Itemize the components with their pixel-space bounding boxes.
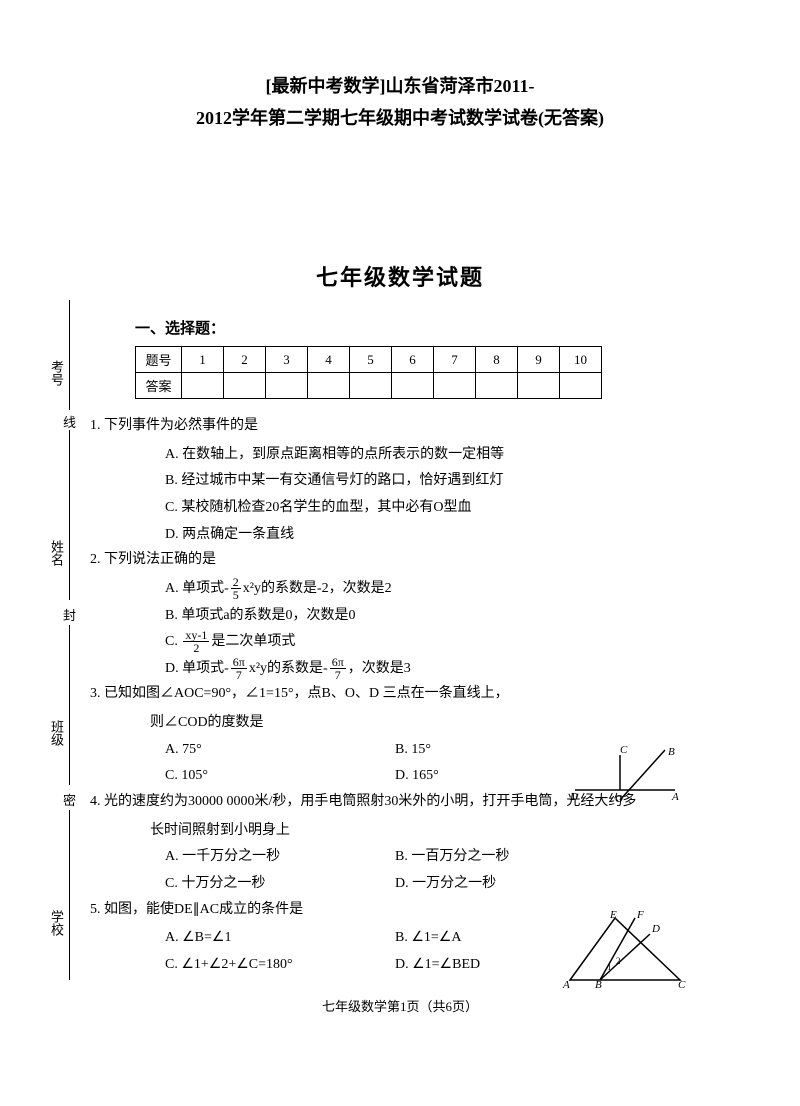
table-row-answer: 答案 xyxy=(136,373,602,399)
table-label-1: 题号 xyxy=(136,347,182,373)
svg-text:C: C xyxy=(620,745,628,756)
q2-opt-b: B. 单项式a的系数是0，次数是0 xyxy=(165,603,710,630)
svg-text:O: O xyxy=(615,793,623,805)
q3-stem2: 则∠COD的度数是 xyxy=(150,710,710,737)
svg-text:B: B xyxy=(668,746,675,758)
doc-title-line1: [最新中考数学]山东省菏泽市2011- xyxy=(0,70,800,102)
svg-text:B: B xyxy=(595,979,602,990)
svg-text:A: A xyxy=(671,791,679,803)
document-title: [最新中考数学]山东省菏泽市2011- 2012学年第二学期七年级期中考试数学试… xyxy=(0,70,800,135)
q4-opt-b: B. 一百万分之一秒 xyxy=(395,844,509,871)
q3-opt-c: C. 105° xyxy=(165,763,395,790)
q5-opt-b: B. ∠1=∠A xyxy=(395,925,461,952)
q3-stem: 3. 已知如图∠AOC=90°，∠1=15°，点B、O、D 三点在一条直线上， xyxy=(90,682,710,706)
bind-knot-3: 密 xyxy=(63,790,76,809)
table-col: 9 xyxy=(518,347,560,373)
binding-column: 线 封 密 考号 姓名 班级 学校 xyxy=(55,300,85,1000)
section-heading: 一、选择题： xyxy=(135,317,710,338)
q5-opt-d: D. ∠1=∠BED xyxy=(395,952,480,979)
svg-text:C: C xyxy=(678,979,686,990)
q2-opt-d: D. 单项式-6π7x²y的系数是-6π7，次数是3 xyxy=(165,656,710,683)
table-col: 8 xyxy=(476,347,518,373)
bind-label-1: 考号 xyxy=(47,360,66,386)
table-col: 1 xyxy=(182,347,224,373)
q4-row1: A. 一千万分之一秒 B. 一百万分之一秒 xyxy=(165,844,710,871)
exam-title: 七年级数学试题 xyxy=(90,260,710,292)
table-col: 5 xyxy=(350,347,392,373)
doc-title-line2: 2012学年第二学期七年级期中考试数学试卷(无答案) xyxy=(0,102,800,134)
q1-opt-d: D. 两点确定一条直线 xyxy=(165,522,710,549)
page-footer: 七年级数学第1页（共6页） xyxy=(90,996,710,1015)
svg-text:F: F xyxy=(636,910,644,921)
bind-label-3: 班级 xyxy=(47,720,66,746)
q4-row2: C. 十万分之一秒 D. 一万分之一秒 xyxy=(165,871,710,898)
q3-figure: B C D A O xyxy=(570,745,680,805)
q1-opt-a: A. 在数轴上，到原点距离相等的点所表示的数一定相等 xyxy=(165,442,710,469)
bind-knot-1: 线 xyxy=(63,412,76,431)
q2-stem: 2. 下列说法正确的是 xyxy=(90,548,710,572)
table-col: 10 xyxy=(560,347,602,373)
q3-opt-a: A. 75° xyxy=(165,737,395,764)
q5-opt-c: C. ∠1+∠2+∠C=180° xyxy=(165,952,395,979)
svg-text:D: D xyxy=(651,923,660,935)
q5-figure: A C B E F D 1 2 xyxy=(560,910,690,990)
svg-text:A: A xyxy=(562,979,570,990)
q4-stem2: 长时间照射到小明身上 xyxy=(150,818,710,845)
q2-opt-a: A. 单项式-25x²y的系数是-2，次数是2 xyxy=(165,576,710,603)
bind-label-2: 姓名 xyxy=(47,540,66,566)
svg-text:D: D xyxy=(570,791,578,803)
svg-text:1: 1 xyxy=(607,962,612,972)
table-col: 6 xyxy=(392,347,434,373)
table-col: 2 xyxy=(224,347,266,373)
q1-opt-c: C. 某校随机检查20名学生的血型，其中必有O型血 xyxy=(165,495,710,522)
q4-opt-c: C. 十万分之一秒 xyxy=(165,871,395,898)
svg-text:2: 2 xyxy=(616,956,621,966)
table-col: 4 xyxy=(308,347,350,373)
q2-opt-c: C. xy-12是二次单项式 xyxy=(165,629,710,656)
svg-text:E: E xyxy=(609,910,617,921)
q3-opt-b: B. 15° xyxy=(395,737,431,764)
q1-stem: 1. 下列事件为必然事件的是 xyxy=(90,414,710,438)
exam-page: 七年级数学试题 一、选择题： 题号 1 2 3 4 5 6 7 8 9 10 答… xyxy=(90,250,710,1015)
q5-opt-a: A. ∠B=∠1 xyxy=(165,925,395,952)
table-col: 3 xyxy=(266,347,308,373)
bind-knot-2: 封 xyxy=(63,605,76,624)
table-col: 7 xyxy=(434,347,476,373)
q1-opt-b: B. 经过城市中某一有交通信号灯的路口，恰好遇到红灯 xyxy=(165,468,710,495)
q3-opt-d: D. 165° xyxy=(395,763,439,790)
answer-table: 题号 1 2 3 4 5 6 7 8 9 10 答案 xyxy=(135,346,602,399)
bind-label-4: 学校 xyxy=(47,910,66,936)
table-label-2: 答案 xyxy=(136,373,182,399)
q4-opt-d: D. 一万分之一秒 xyxy=(395,871,496,898)
table-row-header: 题号 1 2 3 4 5 6 7 8 9 10 xyxy=(136,347,602,373)
q4-opt-a: A. 一千万分之一秒 xyxy=(165,844,395,871)
